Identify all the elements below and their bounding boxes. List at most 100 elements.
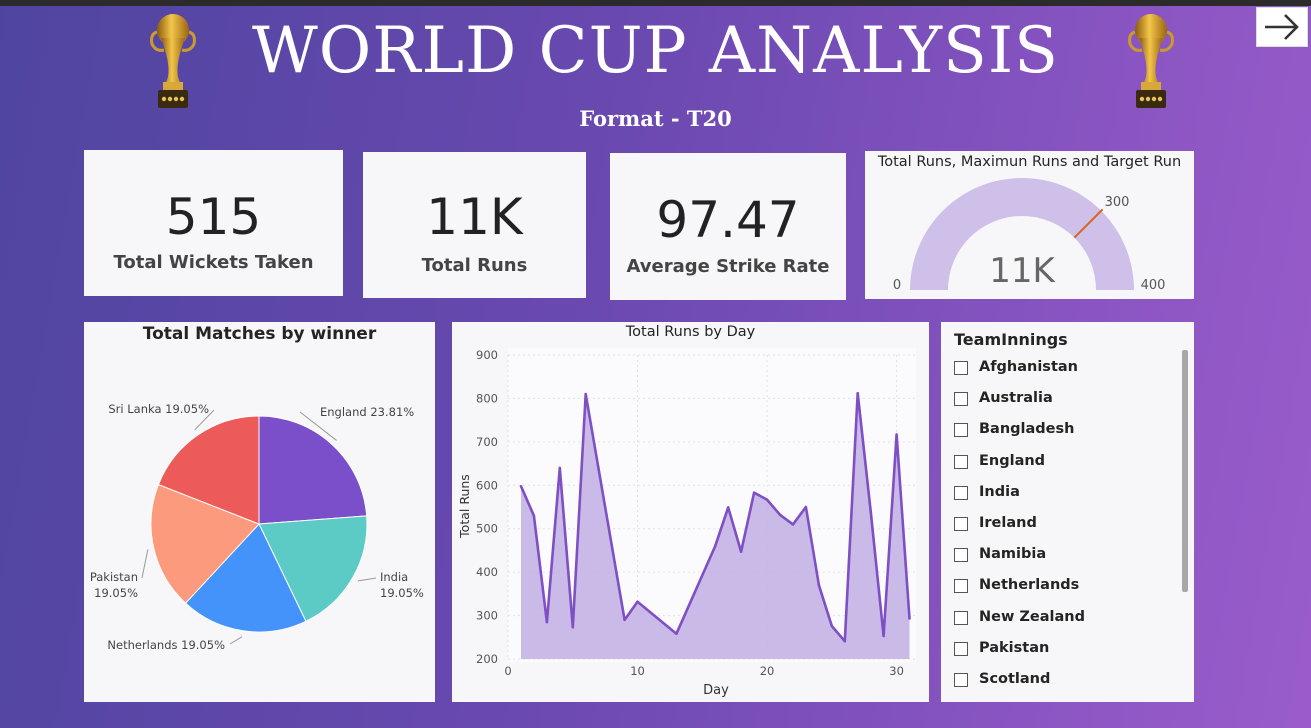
- slicer-item-label: Namibia: [979, 546, 1047, 563]
- slicer-item-label: Australia: [979, 390, 1053, 407]
- slicer-item-label: Bangladesh: [979, 421, 1075, 438]
- y-tick-label: 200: [476, 652, 498, 666]
- data-point[interactable]: [545, 620, 549, 624]
- pie-label-netherlands: Netherlands 19.05%: [107, 638, 225, 652]
- pie-label-pakistan: Pakistan: [90, 570, 138, 584]
- checkbox[interactable]: [954, 548, 968, 563]
- checkbox[interactable]: [954, 673, 968, 687]
- data-point[interactable]: [856, 392, 859, 395]
- x-axis-title: Day: [703, 683, 729, 698]
- pie-slice-india[interactable]: [258, 515, 368, 622]
- pie-slice-pakistan[interactable]: [150, 483, 260, 604]
- team-innings-slicer: TeamInnings Afghanistan Australia Banglade…: [941, 322, 1194, 702]
- data-point[interactable]: [519, 484, 523, 488]
- data-point[interactable]: [558, 466, 562, 470]
- pie-leader-line: [194, 409, 215, 431]
- slicer-item-india[interactable]: India: [954, 482, 1180, 508]
- data-point[interactable]: [623, 618, 626, 622]
- x-tick-label: 20: [760, 664, 775, 678]
- pie-label-india: India: [380, 570, 408, 584]
- y-tick-label: 500: [476, 522, 498, 536]
- data-point[interactable]: [791, 523, 795, 526]
- data-point[interactable]: [908, 617, 911, 620]
- checkbox[interactable]: [954, 361, 968, 375]
- y-axis-title: Total Runs: [457, 474, 472, 539]
- trophy-icon-left: [150, 14, 196, 108]
- checkbox[interactable]: [954, 454, 968, 469]
- data-point[interactable]: [675, 632, 678, 636]
- gauge-value: 11K: [989, 251, 1056, 291]
- gauge-chart: 11K 0 400 300: [893, 178, 1166, 293]
- pie-card: Total Matches by winner England 23.81% I…: [84, 322, 435, 702]
- data-point[interactable]: [726, 506, 730, 509]
- page-subtitle: Format - T20: [579, 106, 732, 131]
- pie-leader-line: [357, 577, 377, 582]
- y-tick-label: 800: [476, 391, 498, 405]
- data-point[interactable]: [571, 626, 574, 629]
- slicer-item-ireland[interactable]: Ireland: [954, 513, 1180, 539]
- kpi-value-runs: 11K: [426, 188, 523, 246]
- x-tick-label: 10: [630, 664, 645, 678]
- slicer-item-australia[interactable]: Australia: [954, 388, 1180, 414]
- gauge-min-label: 0: [893, 278, 901, 293]
- data-point[interactable]: [830, 624, 834, 628]
- slicer-item-pakistan[interactable]: Pakistan: [954, 638, 1180, 664]
- slicer-item-label: Scotland: [979, 671, 1051, 687]
- y-tick-label: 700: [476, 435, 498, 449]
- x-tick-label: 0: [504, 664, 511, 678]
- slicer-item-netherlands[interactable]: Netherlands: [954, 575, 1180, 601]
- slicer-item-namibia[interactable]: Namibia: [954, 544, 1180, 570]
- slicer-item-scotland[interactable]: Scotland: [954, 669, 1180, 695]
- data-point[interactable]: [584, 392, 587, 396]
- gauge-card: Total Runs, Maximun Runs and Target Run …: [865, 151, 1194, 299]
- kpi-card-strike-rate: 97.47 Average Strike Rate: [610, 153, 846, 300]
- checkbox[interactable]: [954, 641, 968, 656]
- pie-label-england: England 23.81%: [320, 405, 414, 419]
- data-point[interactable]: [843, 639, 846, 643]
- checkbox[interactable]: [954, 392, 968, 407]
- kpi-card-wickets: 515 Total Wickets Taken: [84, 150, 343, 296]
- data-point[interactable]: [765, 498, 769, 501]
- data-point[interactable]: [895, 433, 898, 436]
- kpi-value-strike-rate: 97.47: [656, 191, 800, 249]
- checkbox[interactable]: [954, 517, 968, 531]
- pie-label-india-pct: 19.05%: [380, 586, 424, 600]
- checkbox[interactable]: [954, 610, 968, 625]
- gauge-target-marker: [1073, 208, 1104, 239]
- slicer-title: TeamInnings: [954, 330, 1068, 349]
- checkbox[interactable]: [954, 485, 968, 500]
- kpi-label-wickets: Total Wickets Taken: [113, 252, 314, 273]
- runs-by-day-chart: 200 300 400 500 600 700 800 900 0 10 20 30 Total R…: [457, 348, 916, 698]
- slicer-item-afghanistan[interactable]: Afghanistan: [954, 357, 1180, 383]
- slicer-scrollbar[interactable]: [1182, 350, 1188, 592]
- slicer-item-bangladesh[interactable]: Bangladesh: [954, 419, 1180, 445]
- y-tick-label: 400: [476, 565, 498, 579]
- arrow-right-icon: [1265, 14, 1299, 40]
- y-tick-label: 600: [476, 478, 498, 492]
- gauge-max-label: 400: [1141, 278, 1166, 293]
- slicer-item-england[interactable]: England: [954, 451, 1180, 477]
- pie-chart: England 23.81% India 19.05% Netherlands …: [90, 402, 424, 652]
- pie-leader-line: [299, 411, 337, 441]
- slicer-item-label: Ireland: [979, 515, 1037, 531]
- pie-slice-netherlands[interactable]: [184, 523, 307, 633]
- data-point[interactable]: [532, 514, 536, 517]
- slicer-item-new-zealand[interactable]: New Zealand: [954, 607, 1180, 633]
- checkbox[interactable]: [954, 423, 968, 438]
- data-point[interactable]: [817, 583, 821, 587]
- y-tick-label: 900: [476, 348, 498, 362]
- data-point[interactable]: [714, 544, 717, 548]
- data-point[interactable]: [778, 513, 782, 517]
- data-point[interactable]: [882, 634, 885, 638]
- pie-slice-sri-lanka[interactable]: [157, 415, 260, 525]
- pie-label-sri-lanka: Sri Lanka 19.05%: [108, 402, 209, 416]
- checkbox[interactable]: [954, 579, 968, 594]
- data-point[interactable]: [636, 600, 639, 603]
- pie-slice-england[interactable]: [258, 415, 368, 525]
- data-point[interactable]: [739, 550, 743, 553]
- data-point[interactable]: [752, 491, 756, 494]
- pie-label-pakistan-pct: 19.05%: [94, 586, 138, 600]
- data-point[interactable]: [804, 505, 808, 509]
- next-page-button[interactable]: [1256, 7, 1308, 47]
- data-point[interactable]: [869, 510, 872, 513]
